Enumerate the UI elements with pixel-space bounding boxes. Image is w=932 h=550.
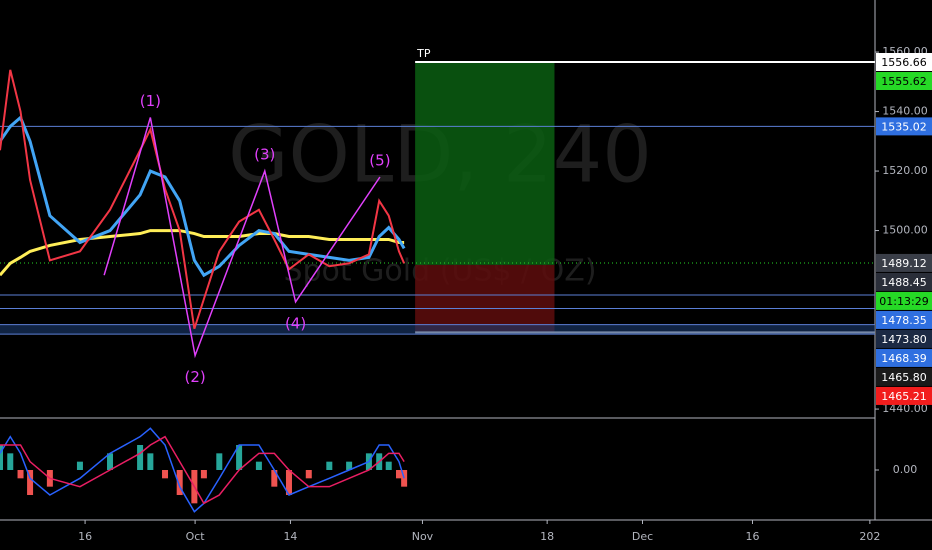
x-tick-label: 202 (859, 530, 880, 543)
stop-zone (415, 264, 555, 333)
price-tag (876, 53, 932, 72)
wave-label: (2) (184, 368, 205, 386)
price-tag-label: 1465.21 (881, 390, 927, 403)
wave-line (103, 117, 381, 359)
price-tag-label: 1489.12 (881, 257, 927, 270)
histogram-bar (285, 470, 292, 495)
price-tag (876, 367, 932, 386)
price-tag (876, 253, 932, 272)
x-tick-label: Nov (412, 530, 434, 543)
histogram-bar (395, 470, 402, 479)
histogram-bar (271, 470, 278, 487)
x-tick-label: Dec (632, 530, 653, 543)
y-tick-label: 1440.00 (882, 402, 928, 415)
price-tag (876, 329, 932, 348)
histogram-bar (147, 453, 154, 470)
x-tick-label: 16 (78, 530, 92, 543)
price-tag (876, 272, 932, 291)
histogram-bar (17, 470, 24, 479)
wave-label: (3) (254, 146, 275, 164)
y-tick-label: 1540.00 (882, 105, 928, 118)
macd-line (0, 427, 405, 513)
x-tick-label: Oct (186, 530, 206, 543)
histogram-bar (162, 470, 169, 479)
histogram-bar (236, 445, 243, 470)
countdown-tag (876, 291, 932, 310)
price-tag-label: 1468.39 (881, 352, 927, 365)
price-tag-label: 1488.45 (881, 276, 927, 289)
histogram-bar (255, 461, 262, 470)
price-tag-label: 1555.62 (881, 75, 927, 88)
histogram-bar (346, 461, 353, 470)
price-tag (876, 310, 932, 329)
macd-line (0, 435, 405, 505)
histogram-bar (216, 453, 223, 470)
x-tick-label: 14 (283, 530, 297, 543)
histogram-bar (326, 461, 333, 470)
price-line (0, 69, 406, 330)
price-tag-label: 1473.80 (881, 333, 927, 346)
wave-label: (1) (140, 92, 161, 110)
histogram-bar (176, 470, 183, 495)
level-band (0, 324, 875, 335)
x-tick-label: 18 (540, 530, 554, 543)
histogram-bar (137, 445, 144, 470)
histogram-bar (107, 453, 114, 470)
price-tag-label: 1478.35 (881, 314, 927, 327)
histogram-bar (7, 453, 14, 470)
price-tag (876, 117, 932, 136)
price-line (0, 229, 405, 277)
price-tag (876, 386, 932, 405)
histogram-bar (27, 470, 34, 495)
price-tag-label: 1556.66 (881, 56, 927, 69)
macd-tick-label: 0.00 (893, 463, 918, 476)
histogram-bar (305, 470, 312, 479)
price-line (0, 115, 406, 278)
price-tag-label: 1535.02 (881, 120, 927, 133)
wave-label: (5) (369, 152, 390, 170)
target-zone (415, 62, 555, 265)
price-tag-label: 1465.80 (881, 371, 927, 384)
y-tick-label: 1500.00 (882, 224, 928, 237)
wave-label: (4) (285, 314, 306, 332)
x-tick-label: 16 (746, 530, 760, 543)
position-label: TP (416, 47, 431, 60)
histogram-bar (76, 461, 83, 470)
y-tick-label: 1520.00 (882, 164, 928, 177)
countdown-tag-label: 01:13:29 (879, 295, 928, 308)
price-tag (876, 348, 932, 367)
price-tag (876, 72, 932, 91)
histogram-bar (200, 470, 207, 479)
histogram-bar (385, 461, 392, 470)
histogram-bar (0, 445, 3, 470)
